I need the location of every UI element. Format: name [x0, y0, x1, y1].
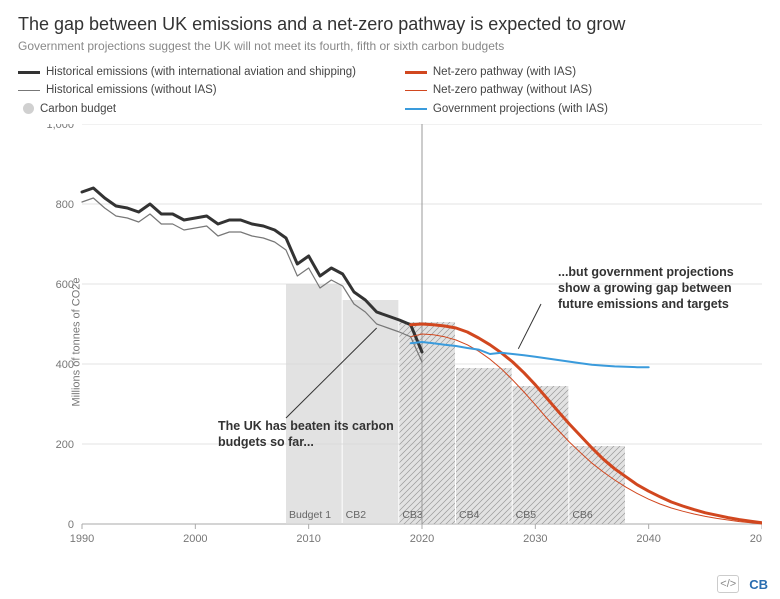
svg-text:Budget 1: Budget 1 [289, 509, 331, 521]
embed-icon[interactable]: </> [717, 575, 739, 593]
svg-text:CB6: CB6 [572, 509, 593, 521]
svg-text:800: 800 [56, 199, 74, 211]
legend-label: Net-zero pathway (with IAS) [433, 63, 576, 81]
brand-logo: CB [749, 577, 768, 592]
legend-label: Carbon budget [40, 100, 116, 118]
svg-text:2040: 2040 [636, 533, 660, 545]
svg-text:CB2: CB2 [346, 509, 367, 521]
chart-area: Millions of tonnes of CO2e 0200400600800… [18, 124, 762, 559]
svg-text:1,000: 1,000 [46, 124, 74, 131]
svg-text:...but government projections: ...but government projections [558, 265, 734, 279]
legend-budget: Carbon budget [18, 100, 383, 118]
legend-gov: Government projections (with IAS) [405, 100, 608, 118]
legend-label: Historical emissions (with international… [46, 63, 356, 81]
legend-nz-noias: Net-zero pathway (without IAS) [405, 81, 608, 99]
svg-text:2000: 2000 [183, 533, 207, 545]
svg-text:1990: 1990 [70, 533, 94, 545]
svg-text:future emissions and targets: future emissions and targets [558, 297, 729, 311]
legend-hist-noias: Historical emissions (without IAS) [18, 81, 383, 99]
chart-subtitle: Government projections suggest the UK wi… [18, 39, 762, 53]
legend-nz-ias: Net-zero pathway (with IAS) [405, 63, 608, 81]
svg-text:200: 200 [56, 439, 74, 451]
svg-text:2030: 2030 [523, 533, 547, 545]
svg-text:show a growing gap between: show a growing gap between [558, 281, 732, 295]
legend-label: Government projections (with IAS) [433, 100, 608, 118]
svg-text:CB3: CB3 [402, 509, 423, 521]
svg-text:0: 0 [68, 519, 74, 531]
legend-label: Historical emissions (without IAS) [46, 81, 217, 99]
footer: </> CB [717, 575, 768, 593]
svg-text:2010: 2010 [296, 533, 320, 545]
svg-text:The UK has beaten its carbon: The UK has beaten its carbon [218, 419, 394, 433]
svg-text:CB4: CB4 [459, 509, 480, 521]
legend: Historical emissions (with international… [18, 63, 762, 118]
svg-text:budgets so far...: budgets so far... [218, 435, 314, 449]
legend-label: Net-zero pathway (without IAS) [433, 81, 592, 99]
y-axis-label: Millions of tonnes of CO2e [71, 277, 83, 406]
svg-text:2020: 2020 [410, 533, 434, 545]
svg-text:CB5: CB5 [516, 509, 537, 521]
legend-hist-ias: Historical emissions (with international… [18, 63, 383, 81]
chart-svg: 02004006008001,0001990200020102020203020… [18, 124, 762, 554]
svg-text:2050: 2050 [750, 533, 762, 545]
chart-title: The gap between UK emissions and a net-z… [18, 14, 762, 35]
